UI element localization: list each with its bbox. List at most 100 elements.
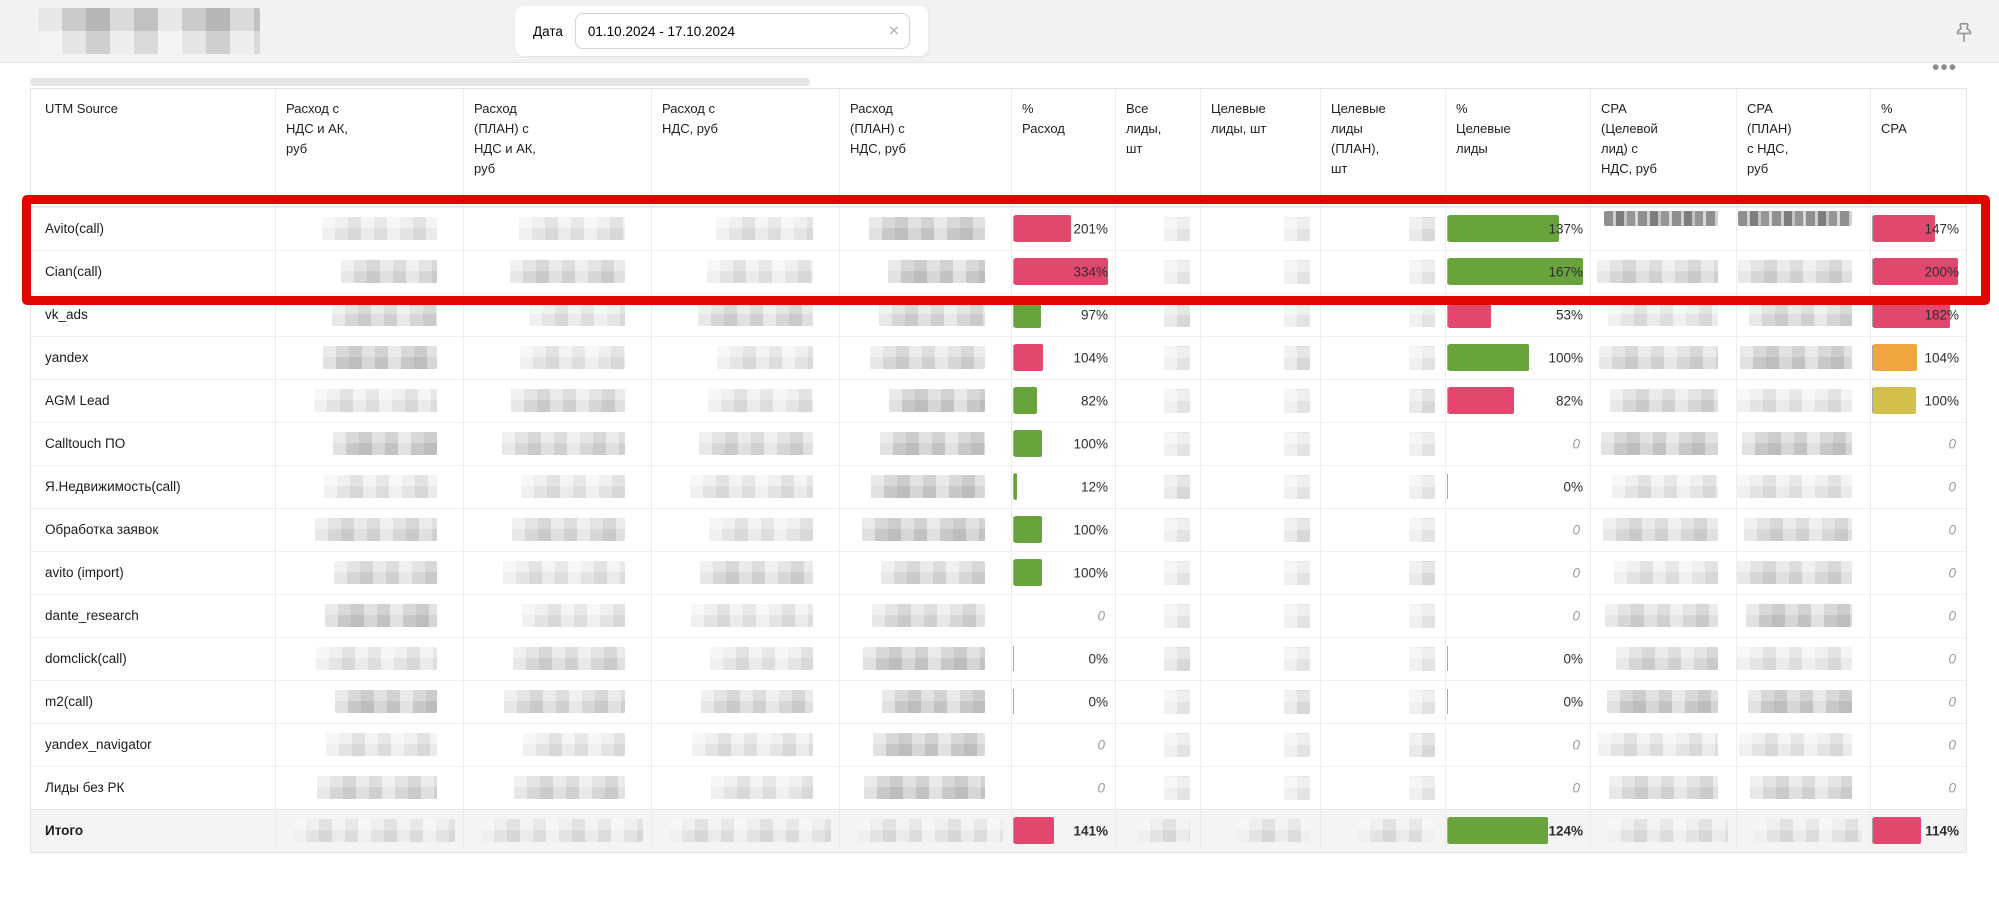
redacted-count-cell[interactable] <box>1201 379 1321 422</box>
redacted-count-cell[interactable] <box>1321 637 1446 680</box>
redacted-money-cell[interactable] <box>652 551 840 594</box>
pct-spend-cell[interactable]: 12% <box>1012 465 1116 508</box>
utm-source-cell[interactable]: AGM Lead <box>31 379 276 422</box>
redacted-money-cell[interactable] <box>652 637 840 680</box>
redacted-money-cell[interactable] <box>652 293 840 336</box>
utm-source-cell[interactable]: Итого <box>31 809 276 852</box>
redacted-count-cell[interactable] <box>1201 594 1321 637</box>
redacted-money-cell[interactable] <box>840 723 1012 766</box>
redacted-money-cell[interactable] <box>464 465 652 508</box>
date-range-input[interactable] <box>574 13 910 49</box>
pct-spend-cell[interactable]: 100% <box>1012 551 1116 594</box>
column-header[interactable]: CPA (Целевой лид) с НДС, руб <box>1591 89 1737 206</box>
pct-cpa-cell[interactable]: 0 <box>1871 594 1966 637</box>
table-row[interactable]: domclick(call) 0% 0% 0 <box>31 637 1966 680</box>
redacted-cpa-cell[interactable] <box>1737 551 1871 594</box>
redacted-count-cell[interactable] <box>1201 766 1321 809</box>
horizontal-scrollbar[interactable] <box>30 78 810 86</box>
pct-target-leads-cell[interactable]: 82% <box>1446 379 1591 422</box>
column-header[interactable]: Расход с НДС, руб <box>652 89 840 206</box>
redacted-count-cell[interactable] <box>1321 508 1446 551</box>
table-row[interactable]: Лиды без РК 0 0 0 <box>31 766 1966 809</box>
pct-target-leads-cell[interactable]: 0 <box>1446 723 1591 766</box>
redacted-cpa-cell[interactable] <box>1737 207 1871 250</box>
pct-cpa-cell[interactable]: 0 <box>1871 465 1966 508</box>
redacted-money-cell[interactable] <box>464 508 652 551</box>
pct-cpa-cell[interactable]: 182% <box>1871 293 1966 336</box>
table-row[interactable]: Я.Недвижимость(call) 12% 0% 0 <box>31 465 1966 508</box>
redacted-count-cell[interactable] <box>1321 422 1446 465</box>
redacted-count-cell[interactable] <box>1116 422 1201 465</box>
redacted-money-cell[interactable] <box>276 809 464 852</box>
redacted-money-cell[interactable] <box>652 336 840 379</box>
redacted-cpa-cell[interactable] <box>1737 766 1871 809</box>
redacted-money-cell[interactable] <box>276 766 464 809</box>
table-row[interactable]: Cian(call) 334% 167% 200% <box>31 250 1966 293</box>
redacted-money-cell[interactable] <box>276 293 464 336</box>
redacted-cpa-cell[interactable] <box>1737 723 1871 766</box>
redacted-count-cell[interactable] <box>1201 336 1321 379</box>
redacted-money-cell[interactable] <box>840 465 1012 508</box>
pct-target-leads-cell[interactable]: 0 <box>1446 422 1591 465</box>
table-row[interactable]: m2(call) 0% 0% 0 <box>31 680 1966 723</box>
column-header[interactable]: % Расход <box>1012 89 1116 206</box>
redacted-count-cell[interactable] <box>1321 766 1446 809</box>
pct-target-leads-cell[interactable]: 0% <box>1446 680 1591 723</box>
redacted-money-cell[interactable] <box>464 207 652 250</box>
redacted-count-cell[interactable] <box>1116 207 1201 250</box>
redacted-count-cell[interactable] <box>1201 250 1321 293</box>
utm-source-cell[interactable]: avito (import) <box>31 551 276 594</box>
column-header[interactable]: CPA (ПЛАН) с НДС, руб <box>1737 89 1871 206</box>
pct-target-leads-cell[interactable]: 137% <box>1446 207 1591 250</box>
table-row[interactable]: yandex 104% 100% 104% <box>31 336 1966 379</box>
redacted-count-cell[interactable] <box>1321 809 1446 852</box>
redacted-count-cell[interactable] <box>1321 723 1446 766</box>
pct-target-leads-cell[interactable]: 0% <box>1446 465 1591 508</box>
redacted-cpa-cell[interactable] <box>1591 293 1737 336</box>
redacted-cpa-cell[interactable] <box>1591 465 1737 508</box>
redacted-count-cell[interactable] <box>1201 680 1321 723</box>
utm-source-cell[interactable]: Лиды без РК <box>31 766 276 809</box>
table-row[interactable]: Calltouch ПО 100% 0 0 <box>31 422 1966 465</box>
redacted-money-cell[interactable] <box>276 250 464 293</box>
redacted-money-cell[interactable] <box>652 508 840 551</box>
redacted-count-cell[interactable] <box>1201 207 1321 250</box>
redacted-money-cell[interactable] <box>464 723 652 766</box>
pct-target-leads-cell[interactable]: 53% <box>1446 293 1591 336</box>
redacted-cpa-cell[interactable] <box>1591 508 1737 551</box>
redacted-count-cell[interactable] <box>1321 680 1446 723</box>
redacted-count-cell[interactable] <box>1321 379 1446 422</box>
pct-cpa-cell[interactable]: 104% <box>1871 336 1966 379</box>
pct-cpa-cell[interactable]: 0 <box>1871 551 1966 594</box>
pct-cpa-cell[interactable]: 0 <box>1871 508 1966 551</box>
redacted-cpa-cell[interactable] <box>1591 207 1737 250</box>
redacted-count-cell[interactable] <box>1116 465 1201 508</box>
redacted-money-cell[interactable] <box>276 637 464 680</box>
redacted-cpa-cell[interactable] <box>1591 422 1737 465</box>
redacted-money-cell[interactable] <box>464 379 652 422</box>
pct-cpa-cell[interactable]: 0 <box>1871 422 1966 465</box>
redacted-money-cell[interactable] <box>276 336 464 379</box>
redacted-money-cell[interactable] <box>464 680 652 723</box>
redacted-count-cell[interactable] <box>1116 250 1201 293</box>
table-row[interactable]: dante_research 0 0 0 <box>31 594 1966 637</box>
redacted-money-cell[interactable] <box>840 766 1012 809</box>
redacted-money-cell[interactable] <box>652 207 840 250</box>
redacted-count-cell[interactable] <box>1321 336 1446 379</box>
pin-icon[interactable] <box>1951 20 1977 46</box>
pct-spend-cell[interactable]: 0 <box>1012 723 1116 766</box>
redacted-count-cell[interactable] <box>1201 809 1321 852</box>
redacted-count-cell[interactable] <box>1321 465 1446 508</box>
pct-cpa-cell[interactable]: 100% <box>1871 379 1966 422</box>
pct-cpa-cell[interactable]: 114% <box>1871 809 1966 852</box>
redacted-money-cell[interactable] <box>276 594 464 637</box>
redacted-money-cell[interactable] <box>840 379 1012 422</box>
redacted-count-cell[interactable] <box>1116 379 1201 422</box>
utm-source-cell[interactable]: Обработка заявок <box>31 508 276 551</box>
redacted-count-cell[interactable] <box>1201 293 1321 336</box>
redacted-money-cell[interactable] <box>840 508 1012 551</box>
pct-spend-cell[interactable]: 0 <box>1012 766 1116 809</box>
redacted-money-cell[interactable] <box>840 422 1012 465</box>
column-header[interactable]: % CPA <box>1881 101 1907 137</box>
redacted-cpa-cell[interactable] <box>1591 680 1737 723</box>
